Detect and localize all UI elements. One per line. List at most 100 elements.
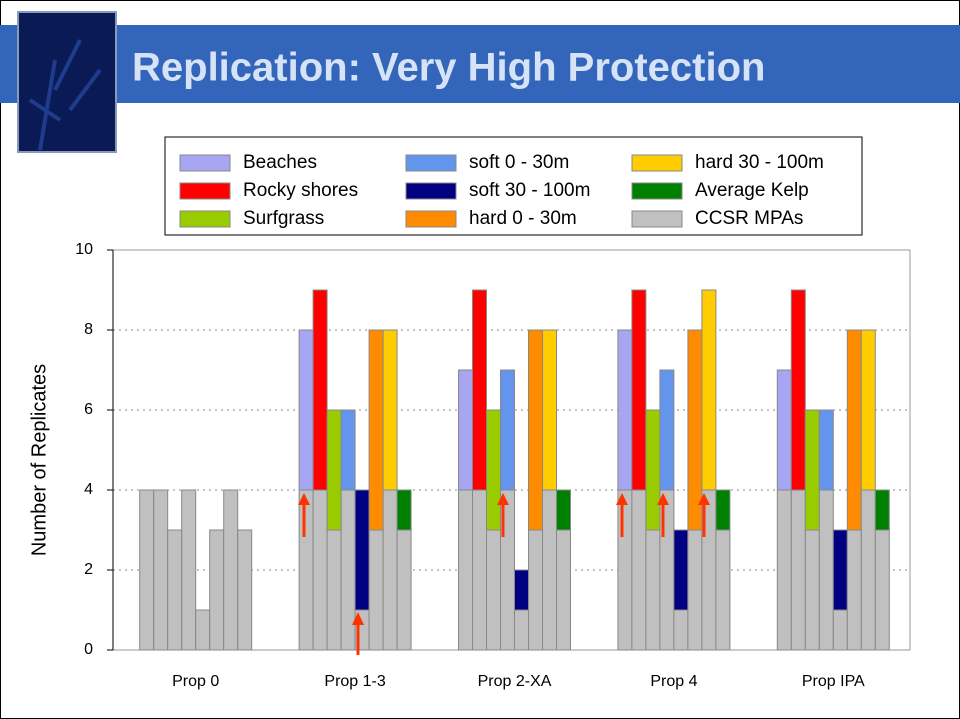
bar-segment (687, 329, 703, 531)
photo (17, 11, 117, 153)
bar-segment (312, 289, 328, 491)
x-tick-label: Prop 2-XA (478, 673, 552, 690)
base-bar (139, 489, 155, 651)
bar-segment (790, 289, 806, 491)
legend-swatch (405, 210, 457, 228)
bar-segment (472, 289, 487, 491)
y-tick-label: 10 (75, 241, 93, 258)
bar-segment (382, 329, 398, 491)
x-tick-label: Prop IPA (802, 673, 865, 690)
base-bar (631, 489, 647, 651)
base-bar (673, 609, 689, 651)
bar-segment (556, 489, 571, 531)
base-bar (209, 529, 225, 651)
bar-segment (846, 329, 862, 531)
y-axis-label: Number of Replicates (28, 364, 50, 556)
bar-segment (542, 329, 557, 491)
photo-plants (28, 39, 102, 151)
legend-label: Rocky shores (243, 180, 358, 201)
base-bar (486, 529, 501, 651)
bar-segment (804, 409, 820, 531)
legend-label: Beaches (243, 152, 317, 173)
bar-segment (832, 529, 848, 611)
base-bar (832, 609, 848, 651)
bar-segment (396, 489, 412, 531)
base-bar (860, 489, 876, 651)
legend-label: hard 30 - 100m (695, 152, 824, 173)
bar-segment (645, 409, 661, 531)
x-tick-label: Prop 0 (172, 673, 219, 690)
y-tick-label: 2 (84, 561, 93, 578)
base-bar (237, 529, 253, 651)
bar-segment (340, 409, 356, 491)
legend-label: soft 0 - 30m (469, 152, 569, 173)
bar-segment (874, 489, 890, 531)
base-bar (528, 529, 543, 651)
bar-segment (458, 369, 473, 491)
legend-label: soft 30 - 100m (469, 180, 590, 201)
y-tick-label: 4 (84, 481, 93, 498)
base-bar (556, 529, 571, 651)
legend-swatch (405, 154, 457, 172)
y-tick-label: 6 (84, 401, 93, 418)
base-bar (645, 529, 661, 651)
base-bar (617, 489, 633, 651)
base-bar (514, 609, 529, 651)
slide-title: Replication: Very High Protection (132, 46, 765, 90)
bar-segment (617, 329, 633, 491)
base-bar (687, 529, 703, 651)
base-bar (312, 489, 328, 651)
base-bar (223, 489, 239, 651)
base-bar (167, 529, 183, 651)
bar-segment (514, 569, 529, 611)
base-bar (458, 489, 473, 651)
legend-swatch (631, 154, 683, 172)
legend-label: Surfgrass (243, 208, 324, 229)
base-bar (542, 489, 557, 651)
bar-segment (860, 329, 876, 491)
bar-segment (368, 329, 384, 531)
legend-swatch (179, 182, 231, 200)
legend-swatch (179, 210, 231, 228)
bar-segment (298, 329, 314, 491)
bar-segment (673, 529, 689, 611)
bar-segment (715, 489, 731, 531)
base-bar (846, 529, 862, 651)
base-bar (195, 609, 211, 651)
legend (164, 136, 863, 236)
base-bar (298, 489, 314, 651)
legend-swatch (631, 210, 683, 228)
base-bar (396, 529, 412, 651)
base-bar (382, 489, 398, 651)
legend-label: hard 0 - 30m (469, 208, 577, 229)
base-bar (368, 529, 384, 651)
base-bar (340, 489, 356, 651)
base-bar (818, 489, 834, 651)
legend-swatch (179, 154, 231, 172)
bar-segment (659, 369, 675, 491)
bar-segment (631, 289, 647, 491)
base-bar (181, 489, 197, 651)
legend-label: Average Kelp (695, 180, 809, 201)
x-tick-label: Prop 1-3 (324, 673, 385, 690)
bar-segment (528, 329, 543, 531)
legend-label: CCSR MPAs (695, 208, 803, 229)
y-tick-label: 0 (84, 641, 93, 658)
base-bar (715, 529, 731, 651)
title-band (0, 25, 960, 103)
arrows (298, 493, 710, 655)
legend-swatch (405, 182, 457, 200)
base-bar (874, 529, 890, 651)
legend-swatch (631, 182, 683, 200)
bar-segment (500, 369, 515, 491)
bar-segment (326, 409, 342, 531)
bar-segment (818, 409, 834, 491)
bar-segment (486, 409, 501, 531)
bar-segment (701, 289, 717, 491)
base-bar (472, 489, 487, 651)
base-bar (153, 489, 169, 651)
y-tick-label: 8 (84, 321, 93, 338)
x-tick-label: Prop 4 (650, 673, 697, 690)
base-bar (326, 529, 342, 651)
